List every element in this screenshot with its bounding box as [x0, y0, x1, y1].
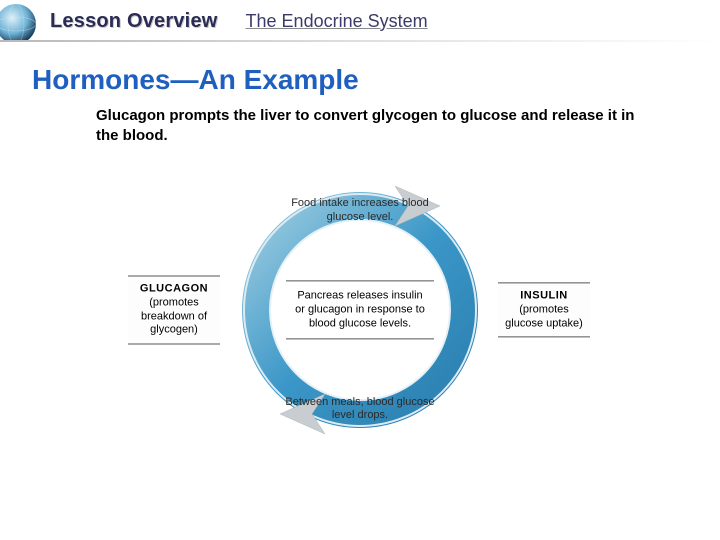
- glucagon-title: GLUCAGON: [131, 283, 217, 297]
- cycle-center-label: Pancreas releases insulin or glucagon in…: [286, 280, 434, 339]
- insulin-desc: (promotes glucose uptake): [505, 303, 583, 329]
- body-text: Glucagon prompts the liver to convert gl…: [96, 106, 656, 145]
- cycle-top-label: Food intake increases blood glucose leve…: [285, 197, 435, 225]
- insulin-box: INSULIN (promotes glucose uptake): [498, 282, 590, 337]
- globe-icon: [0, 0, 46, 42]
- header-divider: [0, 40, 720, 42]
- glucagon-box: GLUCAGON (promotes breakdown of glycogen…: [128, 276, 220, 345]
- insulin-title: INSULIN: [501, 289, 587, 303]
- cycle-bottom-label: Between meals, blood glucose level drops…: [280, 396, 440, 424]
- section-heading: Hormones—An Example: [32, 64, 720, 96]
- lesson-overview-label: Lesson Overview: [50, 10, 218, 33]
- slide-header: Lesson Overview The Endocrine System: [0, 0, 720, 42]
- topic-title: The Endocrine System: [246, 11, 428, 32]
- glucagon-desc: (promotes breakdown of glycogen): [141, 296, 207, 336]
- hormone-cycle-diagram: Food intake increases blood glucose leve…: [150, 175, 570, 445]
